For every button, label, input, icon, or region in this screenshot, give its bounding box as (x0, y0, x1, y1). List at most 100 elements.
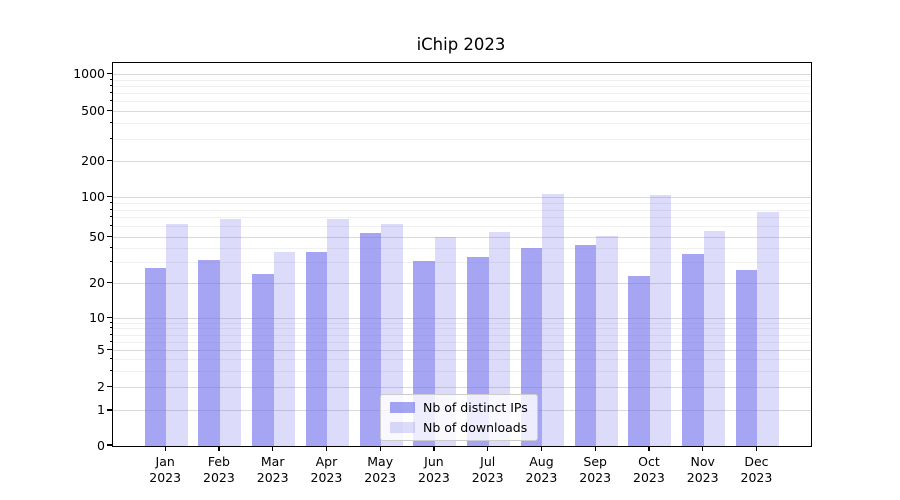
x-tick-label: Feb 2023 (203, 454, 235, 485)
y-minor-tick-mark (109, 84, 113, 86)
y-tick-label: 500 (81, 102, 105, 118)
major-gridline (113, 236, 811, 238)
x-tick-mark (487, 446, 489, 452)
y-tick-mark (107, 281, 113, 283)
y-minor-tick-mark (109, 100, 113, 102)
major-gridline (113, 160, 811, 162)
plot-area: Nb of distinct IPs Nb of downloads (112, 62, 812, 447)
y-minor-tick-mark (109, 333, 113, 335)
y-minor-tick-mark (109, 225, 113, 227)
y-minor-tick-mark (109, 208, 113, 210)
bar-downloads (542, 194, 564, 446)
bar-downloads (381, 223, 403, 446)
x-tick-label: Jul 2023 (471, 454, 504, 485)
y-minor-tick-mark (109, 340, 113, 342)
bar-distinct-ips (198, 259, 220, 446)
x-tick-mark (164, 446, 166, 452)
minor-gridline (113, 247, 811, 249)
minor-gridline (113, 322, 811, 324)
y-tick-mark (107, 73, 113, 75)
minor-gridline (113, 138, 811, 140)
y-tick-label: 2 (97, 379, 105, 395)
y-minor-tick-mark (109, 321, 113, 323)
x-tick-label: Aug 2023 (525, 454, 558, 485)
major-gridline (113, 110, 811, 112)
grid-layer (113, 63, 811, 446)
x-tick-mark (272, 446, 274, 452)
minor-gridline (113, 101, 811, 103)
y-tick-mark (107, 348, 113, 351)
bar-distinct-ips (252, 274, 274, 446)
x-tick-mark (594, 446, 596, 452)
y-tick-mark (107, 409, 113, 411)
minor-gridline (113, 85, 811, 87)
bar-downloads (434, 237, 457, 446)
x-tick-label: May 2023 (364, 454, 397, 485)
x-tick-mark (702, 446, 704, 452)
legend-swatch-downloads (390, 422, 415, 433)
y-tick-label: 200 (81, 152, 105, 168)
minor-gridline (113, 217, 811, 219)
y-tick-mark (107, 235, 113, 237)
bar-downloads (649, 194, 672, 446)
minor-gridline (113, 209, 811, 211)
y-tick-label: 1000 (73, 66, 105, 82)
minor-gridline (113, 370, 811, 372)
x-tick-label: Dec 2023 (740, 454, 773, 485)
x-tick-mark (325, 446, 328, 452)
major-gridline (113, 74, 811, 76)
y-minor-tick-mark (109, 369, 113, 371)
minor-gridline (113, 93, 811, 94)
x-tick-mark (433, 446, 435, 452)
y-tick-label: 5 (97, 342, 105, 358)
bar-distinct-ips (144, 268, 167, 446)
y-tick-label: 1 (97, 402, 105, 418)
x-tick-label: Apr 2023 (310, 454, 343, 485)
bar-distinct-ips (574, 244, 597, 446)
y-minor-tick-mark (109, 78, 113, 80)
y-minor-tick-mark (109, 122, 113, 124)
y-minor-tick-mark (109, 92, 113, 93)
x-tick-label: Jun 2023 (418, 454, 450, 485)
bar-downloads (219, 219, 242, 446)
x-tick-label: Oct 2023 (633, 454, 665, 485)
x-tick-mark (755, 446, 758, 452)
x-tick-label: Nov 2023 (686, 454, 719, 485)
y-tick-mark (107, 316, 113, 319)
minor-gridline (113, 341, 811, 343)
x-tick-mark (540, 446, 543, 452)
bar-downloads (703, 230, 726, 446)
y-minor-tick-mark (109, 246, 113, 248)
minor-gridline (113, 328, 811, 330)
y-tick-mark (107, 109, 113, 111)
y-tick-mark (107, 386, 113, 388)
major-gridline (113, 387, 811, 389)
minor-gridline (113, 226, 811, 228)
y-tick-mark (107, 195, 113, 197)
bar-downloads (327, 218, 349, 446)
bars-layer (113, 63, 811, 446)
x-tick-label: Sep 2023 (579, 454, 612, 485)
y-minor-tick-mark (109, 261, 113, 263)
y-tick-mark (107, 444, 113, 446)
major-gridline (113, 318, 811, 320)
y-minor-tick-mark (109, 201, 113, 203)
y-minor-tick-mark (109, 216, 113, 218)
major-gridline (113, 350, 811, 352)
legend-label: Nb of distinct IPs (423, 400, 528, 415)
y-tick-label: 0 (97, 437, 105, 453)
bar-downloads (488, 231, 511, 446)
bar-downloads (166, 223, 188, 446)
bar-distinct-ips (682, 253, 704, 446)
legend-swatch-distinct-ips (390, 402, 415, 413)
bar-downloads (757, 212, 779, 446)
minor-gridline (113, 79, 811, 81)
y-tick-label: 50 (89, 228, 105, 244)
minor-gridline (113, 202, 811, 204)
x-tick-mark (379, 446, 381, 452)
legend-item: Nb of downloads (390, 420, 528, 435)
x-tick-mark (648, 446, 650, 452)
y-tick-label: 20 (89, 274, 105, 290)
